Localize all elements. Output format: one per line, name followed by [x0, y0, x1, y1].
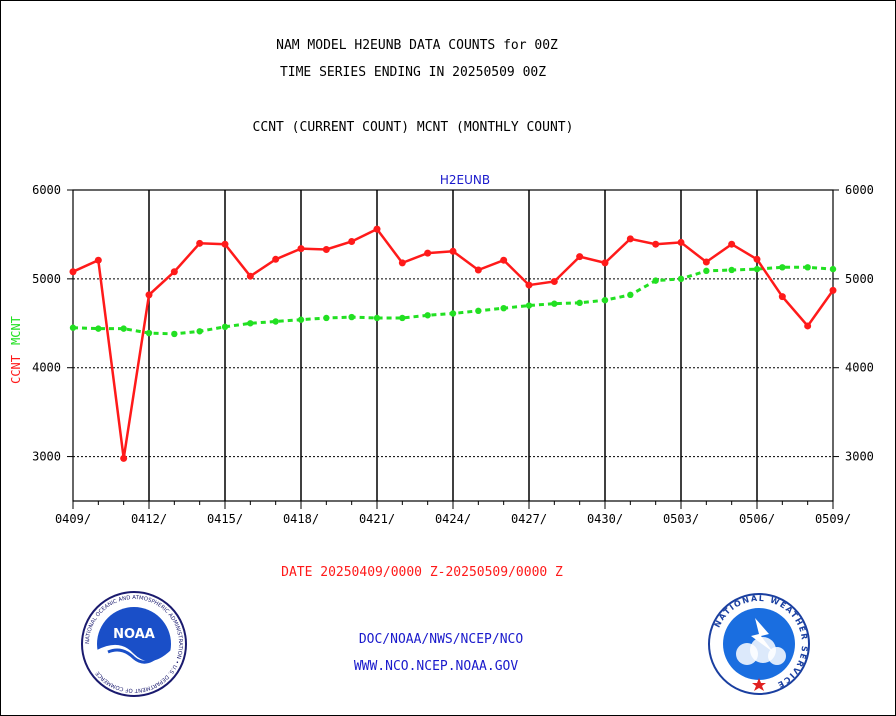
data-point-ccnt: [170, 268, 178, 276]
x-tick-label: 0506/: [739, 512, 775, 526]
y-tick-label-right: 6000: [845, 183, 874, 197]
data-point-mcnt: [728, 266, 735, 274]
noaa-logo: NOAA NATIONAL OCEANIC AND ATMOSPHERIC AD…: [80, 590, 188, 698]
data-point-mcnt: [69, 324, 77, 331]
data-point-ccnt: [702, 258, 710, 266]
data-point-ccnt: [550, 278, 558, 286]
data-point-ccnt: [804, 322, 812, 330]
data-point-ccnt: [246, 272, 254, 280]
y-axis-label: CCNT MCNT: [9, 316, 23, 384]
data-point-mcnt: [576, 299, 583, 307]
data-point-mcnt: [120, 325, 127, 332]
x-tick-label: 0412/: [131, 512, 167, 526]
data-point-ccnt: [398, 259, 406, 267]
y-tick-label-left: 5000: [32, 272, 61, 286]
x-tick-label: 0415/: [207, 512, 243, 526]
data-point-mcnt: [525, 302, 533, 309]
data-point-mcnt: [323, 314, 330, 322]
x-tick-label: 0421/: [359, 512, 395, 526]
x-tick-label: 0427/: [511, 512, 547, 526]
plot-label: H2EUNB: [440, 173, 490, 187]
x-tick-label: 0409/: [55, 512, 91, 526]
data-point-ccnt: [272, 255, 280, 263]
data-point-ccnt: [449, 247, 457, 255]
data-point-ccnt: [525, 281, 533, 289]
data-point-ccnt: [221, 240, 229, 248]
data-point-mcnt: [297, 316, 305, 323]
chart-title-line2: TIME SERIES ENDING IN 20250509 00Z: [279, 65, 547, 80]
data-point-mcnt: [551, 300, 558, 307]
data-point-mcnt: [399, 314, 406, 322]
chart-subtitle: CCNT (CURRENT COUNT) MCNT (MONTHLY COUNT…: [252, 120, 574, 135]
org-label: DOC/NOAA/NWS/NCEP/NCO: [358, 632, 524, 647]
data-point-ccnt: [474, 266, 482, 274]
data-point-mcnt: [348, 313, 355, 321]
data-point-mcnt: [627, 291, 634, 299]
data-point-ccnt: [829, 286, 837, 294]
data-point-mcnt: [171, 330, 178, 338]
data-point-ccnt: [576, 253, 584, 261]
data-point-mcnt: [95, 325, 102, 332]
data-point-ccnt: [322, 246, 330, 254]
data-point-ccnt: [778, 293, 786, 301]
x-tick-label: 0424/: [435, 512, 471, 526]
data-point-ccnt: [677, 238, 685, 246]
y-tick-label-left: 4000: [32, 361, 61, 375]
data-point-mcnt: [753, 265, 761, 273]
url-label: WWW.NCO.NCEP.NOAA.GOV: [353, 659, 519, 674]
data-point-ccnt: [500, 256, 508, 264]
data-point-mcnt: [601, 296, 609, 304]
data-point-mcnt: [829, 265, 837, 273]
data-point-ccnt: [601, 259, 609, 267]
data-point-mcnt: [475, 307, 482, 315]
chart-title: NAM MODEL H2EUNB DATA COUNTS for 00Z: [276, 38, 558, 53]
data-point-ccnt: [145, 291, 153, 299]
data-point-mcnt: [449, 310, 457, 317]
nws-logo: NATIONAL WEATHER SERVICE: [707, 592, 811, 696]
data-point-mcnt: [703, 267, 710, 275]
y-tick-label-left: 6000: [32, 183, 61, 197]
date-range-label: DATE 20250409/0000 Z-20250509/0000 Z: [281, 565, 563, 580]
data-point-ccnt: [196, 239, 204, 247]
noaa-logo-text: NOAA: [113, 627, 155, 642]
data-point-mcnt: [145, 329, 153, 337]
data-point-mcnt: [804, 264, 811, 271]
y-tick-label-right: 4000: [845, 361, 874, 375]
data-point-mcnt: [500, 304, 507, 312]
y-axis-label-mcnt: MCNT: [9, 316, 23, 345]
data-point-mcnt: [424, 312, 431, 319]
data-point-ccnt: [297, 245, 305, 253]
x-tick-label: 0503/: [663, 512, 699, 526]
data-point-mcnt: [779, 264, 786, 271]
data-point-mcnt: [373, 314, 381, 322]
x-tick-label: 0430/: [587, 512, 623, 526]
y-tick-label-right: 5000: [845, 272, 874, 286]
data-point-mcnt: [247, 320, 254, 327]
data-point-ccnt: [626, 235, 634, 243]
data-point-ccnt: [94, 256, 102, 264]
chart-area: 3000 3000 4000 4000 5000 5000 6000 6000 0409/041…: [9, 173, 874, 526]
x-tick-label: 0509/: [815, 512, 851, 526]
y-tick-label-left: 3000: [32, 450, 61, 464]
data-point-ccnt: [348, 238, 356, 246]
y-tick-label-right: 3000: [845, 450, 874, 464]
data-point-mcnt: [652, 277, 659, 284]
y-axis-label-ccnt: CCNT: [9, 355, 23, 384]
data-point-ccnt: [373, 225, 381, 233]
data-point-ccnt: [753, 255, 761, 263]
data-point-mcnt: [677, 275, 685, 283]
data-point-ccnt: [120, 454, 128, 462]
data-point-ccnt: [424, 249, 432, 257]
x-tick-label: 0418/: [283, 512, 319, 526]
data-point-mcnt: [272, 318, 279, 325]
data-point-ccnt: [652, 240, 660, 248]
data-point-ccnt: [69, 268, 77, 276]
data-point-ccnt: [728, 240, 736, 248]
data-point-mcnt: [221, 323, 229, 331]
data-point-mcnt: [196, 328, 203, 335]
